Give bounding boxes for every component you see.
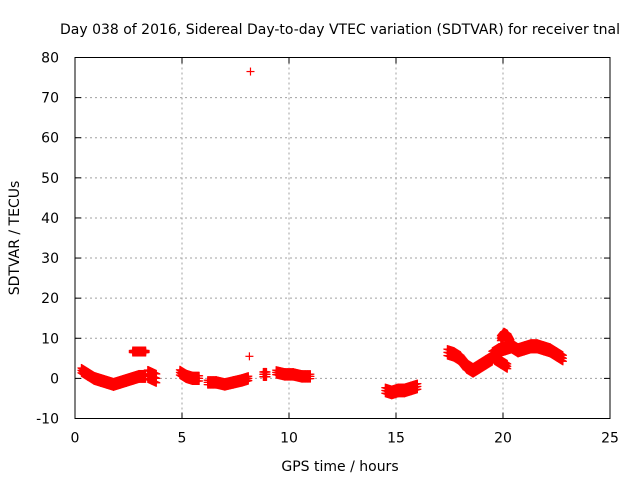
y-tick-label: 0 [50, 371, 59, 387]
x-axis-label: GPS time / hours [281, 459, 398, 475]
data-point [152, 369, 161, 378]
outlier-point [245, 352, 254, 361]
data-point [195, 371, 204, 380]
x-tick-label: 0 [71, 431, 80, 447]
data-point [244, 372, 253, 381]
y-tick-label: 70 [41, 91, 59, 107]
x-tick-label: 20 [494, 431, 512, 447]
y-tick-label: 40 [41, 211, 59, 227]
plot-frame [74, 57, 611, 419]
chart-title: Day 038 of 2016, Sidereal Day-to-day VTE… [60, 22, 620, 38]
outlier-point [246, 67, 255, 76]
y-tick-label: 60 [41, 131, 59, 147]
data-point [503, 359, 512, 368]
data-point [558, 351, 567, 360]
x-tick-label: 25 [601, 431, 619, 447]
y-tick-label: 80 [41, 51, 59, 67]
x-tick-label: 15 [387, 431, 405, 447]
y-tick-label: 30 [41, 251, 59, 267]
data-point [506, 335, 515, 344]
x-tick-label: 5 [178, 431, 187, 447]
data-point [141, 346, 150, 355]
y-tick-label: 20 [41, 291, 59, 307]
y-axis-label: SDTVAR / TECUs [7, 181, 23, 296]
data-point [413, 379, 422, 388]
y-tick-label: -10 [36, 412, 59, 428]
data-points [77, 67, 567, 400]
data-point [306, 370, 315, 379]
axis-ticks [74, 57, 611, 419]
data-point [262, 367, 271, 376]
y-tick-label: 10 [41, 331, 59, 347]
x-tick-labels: 0 5 10 15 20 25 [71, 431, 619, 447]
grid-lines [75, 57, 610, 419]
x-tick-label: 10 [280, 431, 298, 447]
y-tick-label: 50 [41, 171, 59, 187]
y-tick-labels: -10 0 10 20 30 40 50 60 70 80 [36, 51, 59, 428]
